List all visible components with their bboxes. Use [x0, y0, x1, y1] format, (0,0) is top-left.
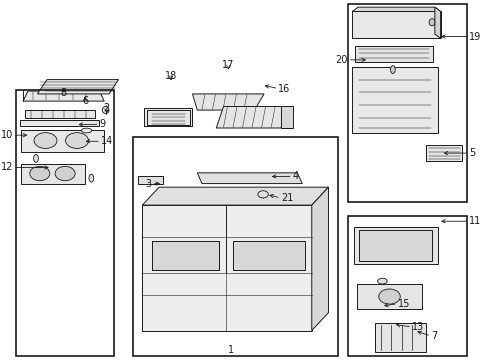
Polygon shape [38, 80, 118, 94]
Polygon shape [20, 164, 85, 184]
Polygon shape [216, 107, 292, 128]
Polygon shape [143, 108, 192, 126]
Ellipse shape [390, 66, 394, 73]
Polygon shape [280, 107, 292, 128]
Polygon shape [359, 230, 431, 261]
Bar [16, 90, 114, 356]
Polygon shape [353, 226, 437, 264]
Text: 16: 16 [278, 84, 290, 94]
Polygon shape [20, 120, 99, 126]
Text: 2: 2 [103, 103, 109, 113]
Ellipse shape [89, 174, 94, 182]
Polygon shape [20, 130, 104, 152]
Polygon shape [142, 205, 311, 330]
Text: 18: 18 [164, 71, 177, 81]
Bar [347, 4, 466, 202]
Polygon shape [356, 284, 421, 309]
Ellipse shape [34, 154, 38, 162]
Polygon shape [374, 323, 426, 352]
Bar [347, 216, 466, 356]
Text: 3: 3 [145, 179, 152, 189]
Bar [133, 137, 337, 356]
Text: 8: 8 [61, 88, 66, 98]
Text: 12: 12 [1, 162, 14, 172]
Polygon shape [197, 173, 302, 184]
Text: 7: 7 [430, 331, 436, 341]
Text: 6: 6 [82, 96, 88, 106]
Polygon shape [354, 45, 432, 62]
Text: 4: 4 [292, 171, 298, 181]
Ellipse shape [30, 166, 50, 181]
Text: 14: 14 [101, 136, 113, 146]
Polygon shape [351, 12, 440, 39]
Ellipse shape [428, 19, 434, 26]
Text: 19: 19 [468, 32, 481, 41]
Ellipse shape [377, 278, 386, 284]
Ellipse shape [257, 191, 268, 198]
Ellipse shape [65, 133, 88, 148]
Polygon shape [351, 67, 437, 134]
Text: 11: 11 [468, 216, 481, 226]
Polygon shape [138, 176, 163, 184]
Polygon shape [192, 94, 264, 110]
Ellipse shape [81, 128, 92, 133]
Polygon shape [25, 110, 95, 118]
Ellipse shape [378, 289, 400, 304]
Text: 20: 20 [334, 55, 347, 65]
Polygon shape [152, 241, 218, 270]
Polygon shape [311, 187, 328, 330]
Ellipse shape [34, 133, 57, 148]
Ellipse shape [55, 166, 75, 181]
Text: 21: 21 [280, 193, 292, 203]
Text: 13: 13 [411, 322, 424, 332]
Text: 15: 15 [397, 299, 409, 309]
Polygon shape [351, 7, 440, 12]
Text: 5: 5 [468, 148, 474, 158]
Text: 1: 1 [227, 345, 233, 355]
Polygon shape [434, 7, 440, 39]
Polygon shape [142, 187, 328, 205]
Polygon shape [23, 91, 104, 101]
Polygon shape [233, 241, 304, 270]
Ellipse shape [102, 107, 109, 114]
Polygon shape [426, 145, 461, 161]
Text: 9: 9 [99, 120, 105, 129]
Text: 10: 10 [1, 130, 14, 140]
Text: 17: 17 [222, 60, 234, 70]
